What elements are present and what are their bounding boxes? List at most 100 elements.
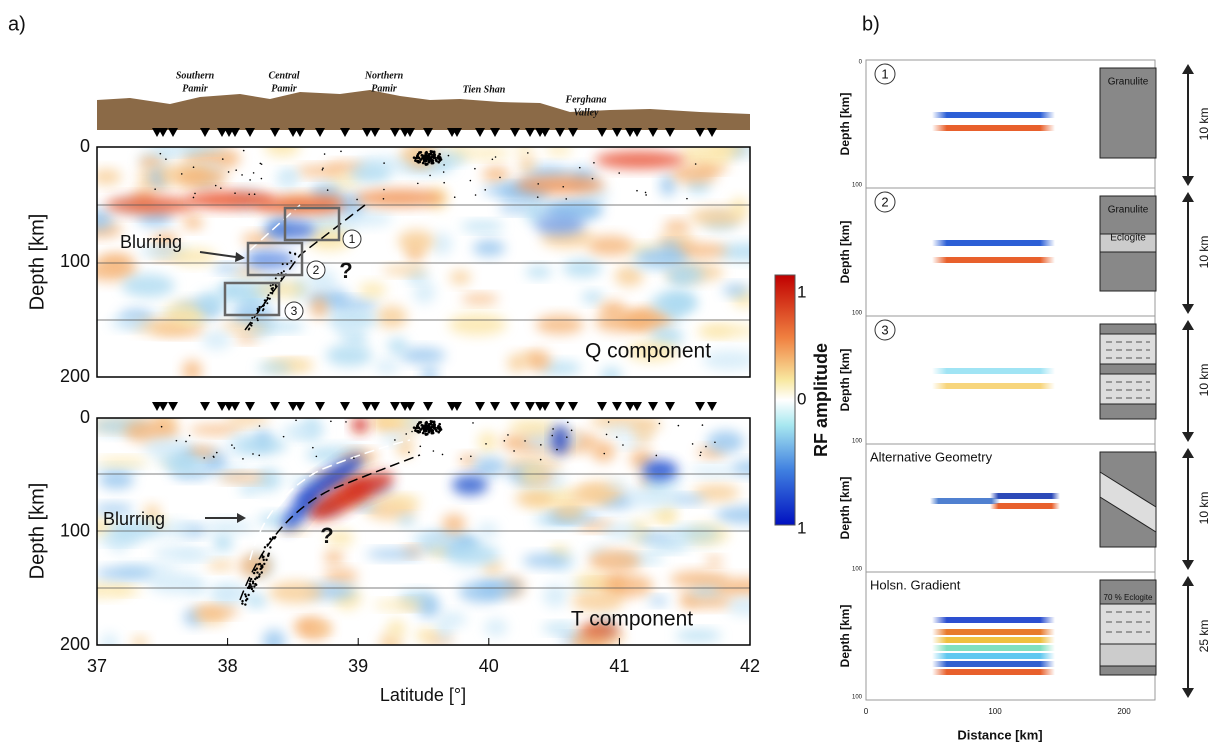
earthquake bbox=[418, 151, 421, 154]
noise bbox=[588, 549, 641, 573]
layer bbox=[1099, 471, 1157, 533]
earthquake bbox=[408, 451, 410, 454]
y-axis-label: Depth [km] bbox=[838, 221, 852, 284]
earthquake bbox=[426, 154, 430, 158]
earthquake bbox=[499, 176, 501, 179]
region-label: Southern bbox=[176, 70, 215, 81]
noise bbox=[375, 418, 414, 426]
noise bbox=[166, 454, 200, 473]
earthquake bbox=[566, 421, 569, 424]
noise bbox=[121, 274, 175, 298]
earthquake bbox=[260, 553, 264, 557]
noise bbox=[313, 624, 333, 633]
region-label: Pamir bbox=[182, 83, 208, 94]
earthquake bbox=[437, 157, 440, 160]
earthquake bbox=[432, 426, 436, 430]
feature bbox=[515, 176, 605, 194]
station bbox=[555, 402, 565, 411]
noise bbox=[353, 501, 377, 511]
noise bbox=[399, 347, 446, 364]
station bbox=[405, 402, 415, 411]
noise bbox=[374, 359, 400, 375]
earthquake bbox=[418, 421, 421, 424]
noise bbox=[519, 155, 536, 173]
layer bbox=[1099, 373, 1157, 405]
earthquake bbox=[383, 162, 385, 164]
earthquake bbox=[272, 536, 276, 540]
earthquake bbox=[244, 595, 248, 598]
earthquake bbox=[429, 174, 431, 177]
circle-marker bbox=[874, 63, 896, 85]
earthquake bbox=[527, 152, 529, 154]
rf-signal bbox=[932, 669, 1055, 675]
earthquake bbox=[412, 426, 416, 429]
station bbox=[597, 402, 607, 411]
earthquake bbox=[438, 159, 442, 162]
x-tick-label: 40 bbox=[479, 656, 499, 676]
t-frame bbox=[96, 417, 751, 646]
station bbox=[362, 128, 372, 137]
earthquake bbox=[312, 446, 314, 449]
noise bbox=[238, 485, 261, 495]
noise bbox=[550, 505, 584, 518]
model-box bbox=[1099, 67, 1157, 159]
earthquake bbox=[552, 428, 554, 430]
earthquake bbox=[430, 161, 434, 165]
noise bbox=[650, 292, 699, 315]
noise bbox=[669, 571, 730, 588]
earthquake bbox=[421, 161, 425, 165]
station bbox=[340, 128, 350, 137]
noise bbox=[182, 216, 204, 230]
earthquake bbox=[258, 425, 261, 427]
earthquake bbox=[257, 575, 261, 578]
earthquake bbox=[556, 448, 558, 451]
earthquake bbox=[258, 573, 261, 576]
noise bbox=[498, 204, 531, 214]
station bbox=[707, 128, 717, 137]
earthquake bbox=[474, 194, 477, 196]
component-label: Q component bbox=[585, 340, 711, 363]
feature bbox=[642, 460, 678, 480]
noise bbox=[522, 553, 569, 568]
earthquake bbox=[253, 585, 256, 588]
noise bbox=[571, 591, 624, 612]
y-tick-label: 100 bbox=[852, 439, 863, 445]
noise bbox=[152, 233, 179, 248]
noise bbox=[461, 294, 499, 304]
earthquake bbox=[247, 328, 250, 331]
station bbox=[452, 128, 462, 137]
noise bbox=[523, 199, 548, 224]
earthquake bbox=[636, 189, 638, 192]
earthquake bbox=[234, 192, 236, 194]
panel-label: a) bbox=[8, 13, 26, 35]
panel-title: 1 bbox=[881, 66, 888, 81]
circle-marker bbox=[284, 301, 304, 321]
noise bbox=[175, 168, 228, 188]
earthquake bbox=[233, 447, 236, 449]
noise bbox=[477, 522, 499, 538]
earthquake bbox=[419, 445, 422, 448]
earthquake bbox=[323, 153, 326, 155]
rf-signal bbox=[932, 125, 1055, 131]
station bbox=[315, 402, 325, 411]
station bbox=[632, 402, 642, 411]
earthquake bbox=[160, 425, 163, 428]
earthquake bbox=[470, 455, 472, 458]
layer bbox=[1099, 333, 1157, 365]
station bbox=[540, 402, 550, 411]
noise bbox=[397, 229, 435, 253]
y-tick-label: 100 bbox=[852, 311, 863, 317]
earthquake bbox=[701, 424, 704, 426]
earthquake bbox=[264, 299, 267, 302]
y-axis-label: Depth [km] bbox=[838, 605, 852, 668]
noise bbox=[645, 512, 679, 521]
earthquake bbox=[220, 187, 222, 190]
noise bbox=[671, 164, 719, 184]
noise bbox=[98, 252, 134, 270]
station bbox=[340, 402, 350, 411]
earthquake bbox=[214, 184, 217, 187]
earthquake bbox=[593, 162, 595, 164]
noise bbox=[606, 479, 629, 488]
earthquake bbox=[260, 571, 263, 574]
earthquake bbox=[251, 582, 255, 585]
